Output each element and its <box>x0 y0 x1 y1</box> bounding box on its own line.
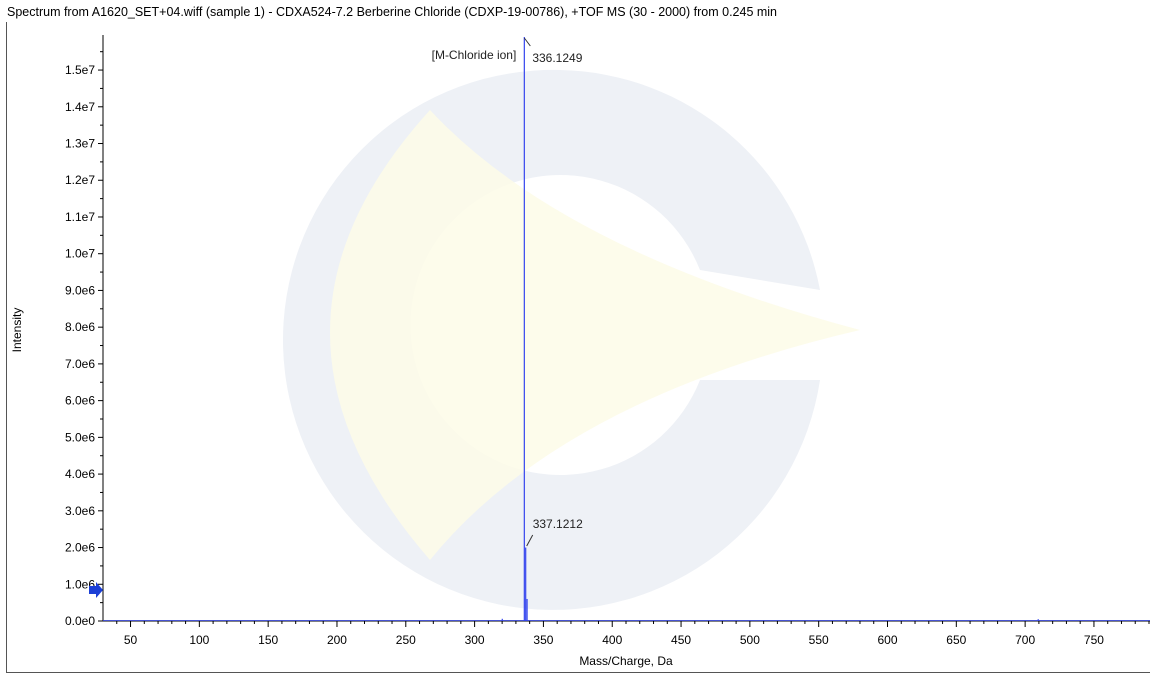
y-tick-label: 1.1e7 <box>65 210 95 224</box>
y-tick-label: 0.0e0 <box>65 614 95 628</box>
peak-label-isotope: 337.1212 <box>533 517 583 531</box>
x-tick-label: 550 <box>809 633 829 647</box>
peak-label-leader <box>523 37 531 47</box>
x-tick-label: 650 <box>946 633 966 647</box>
y-tick-label: 7.0e6 <box>65 357 95 371</box>
x-tick-label: 750 <box>1084 633 1104 647</box>
peak-label-main: 336.1249 <box>532 51 582 65</box>
watermark-logo <box>282 69 860 610</box>
x-tick-label: 700 <box>1015 633 1035 647</box>
y-tick-label: 6.0e6 <box>65 394 95 408</box>
y-tick-label: 1.0e7 <box>65 247 95 261</box>
plot-area-frame <box>6 22 1150 673</box>
x-tick-label: 50 <box>124 633 138 647</box>
y-tick-label: 1.2e7 <box>65 173 95 187</box>
y-tick-label: 1.3e7 <box>65 137 95 151</box>
x-tick-label: 400 <box>602 633 622 647</box>
peak-annotation-ion: [M-Chloride ion] <box>432 48 517 62</box>
y-tick-label: 1.4e7 <box>65 100 95 114</box>
x-tick-label: 450 <box>671 633 691 647</box>
y-tick-label: 1.5e7 <box>65 63 95 77</box>
y-tick-label: 4.0e6 <box>65 467 95 481</box>
x-tick-label: 100 <box>189 633 209 647</box>
y-tick-label: 3.0e6 <box>65 504 95 518</box>
x-tick-label: 350 <box>533 633 553 647</box>
x-axis-label: Mass/Charge, Da <box>579 654 673 668</box>
y-tick-label: 8.0e6 <box>65 320 95 334</box>
y-tick-label: 9.0e6 <box>65 283 95 297</box>
x-tick-label: 600 <box>877 633 897 647</box>
y-tick-label: 1.0e6 <box>65 577 95 591</box>
threshold-arrow-icon <box>89 582 103 598</box>
x-tick-label: 300 <box>465 633 485 647</box>
y-tick-label: 2.0e6 <box>65 541 95 555</box>
x-tick-label: 500 <box>740 633 760 647</box>
x-tick-label: 250 <box>396 633 416 647</box>
chart-title: Spectrum from A1620_SET+04.wiff (sample … <box>7 5 778 19</box>
y-tick-label: 5.0e6 <box>65 430 95 444</box>
x-tick-label: 150 <box>258 633 278 647</box>
peak-label-leader <box>526 534 534 547</box>
x-tick-label: 200 <box>327 633 347 647</box>
